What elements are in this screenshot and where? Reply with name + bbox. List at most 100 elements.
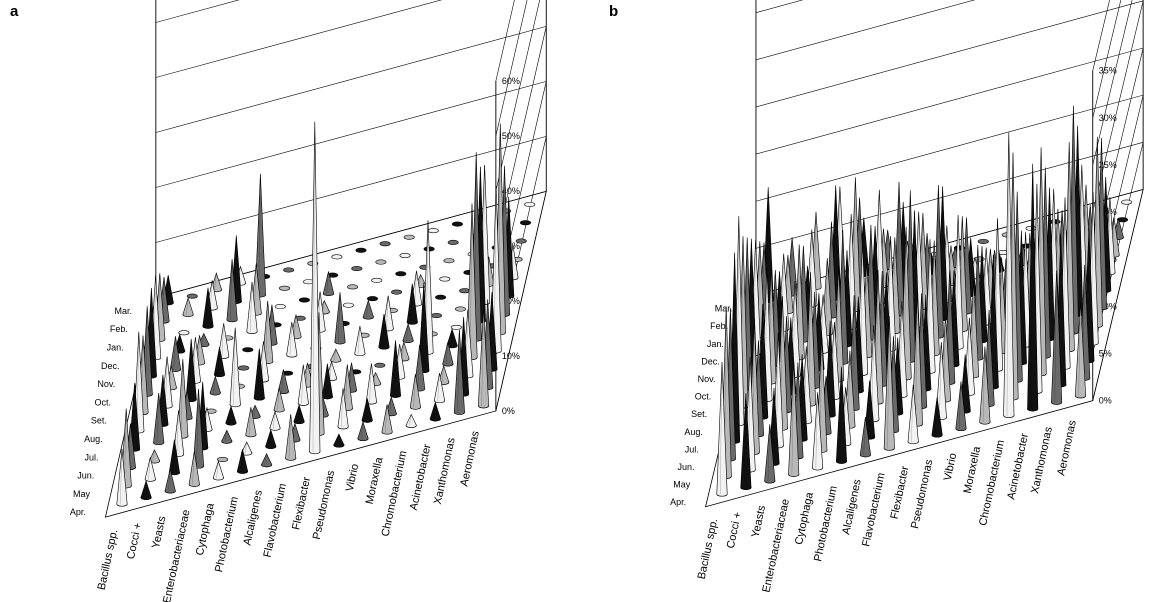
genus-label: Alcaligenes bbox=[241, 488, 265, 546]
cone-shade bbox=[871, 325, 874, 421]
cone-mark bbox=[342, 302, 354, 308]
cone-base bbox=[186, 293, 198, 299]
cone-mark bbox=[454, 306, 466, 312]
cone-shade bbox=[357, 326, 361, 355]
cone-body bbox=[246, 281, 258, 334]
cone-base bbox=[342, 302, 354, 308]
cone-shade bbox=[470, 203, 473, 358]
cone-base bbox=[355, 247, 367, 253]
cone-shade bbox=[828, 320, 831, 416]
genus-label: Aeromonas bbox=[458, 430, 482, 488]
cone-shade bbox=[915, 291, 918, 425]
cone-base bbox=[519, 220, 531, 226]
cone-shade bbox=[336, 434, 340, 446]
cone-body bbox=[835, 366, 848, 464]
cone-shade bbox=[253, 405, 256, 417]
gridline bbox=[155, 0, 540, 192]
cone-mark bbox=[366, 296, 378, 302]
cone-shade bbox=[273, 411, 276, 429]
cone-mark bbox=[977, 238, 989, 244]
cone-shade bbox=[257, 348, 260, 399]
cone-shade bbox=[221, 323, 224, 357]
cone-body bbox=[812, 392, 824, 471]
z-tick-label: 30% bbox=[1099, 113, 1117, 123]
cone-mark bbox=[217, 456, 229, 462]
cone-shade bbox=[382, 313, 385, 348]
cone-shade bbox=[437, 373, 440, 402]
z-tick-label: 20% bbox=[502, 296, 520, 306]
cone-shade bbox=[450, 329, 453, 347]
cone-shade bbox=[457, 329, 460, 413]
cone-base bbox=[1117, 217, 1129, 223]
cone-shade bbox=[365, 398, 368, 421]
genus-label: Yeasts bbox=[150, 515, 169, 550]
cone-body bbox=[354, 325, 366, 357]
cone-shade bbox=[288, 414, 291, 459]
cone-mark bbox=[389, 340, 402, 398]
cone-base bbox=[217, 456, 229, 462]
cone-mark bbox=[1051, 270, 1063, 405]
cone-mark bbox=[361, 398, 373, 423]
genus-label: Acinetobacter bbox=[408, 443, 434, 512]
cone-mark bbox=[955, 381, 967, 431]
genus-label: Yeasts bbox=[750, 504, 769, 539]
genus-label: Moraxella bbox=[962, 445, 984, 495]
cone-mark bbox=[381, 404, 393, 435]
cone-mark bbox=[429, 401, 441, 422]
cone-body bbox=[716, 361, 728, 497]
cone-base bbox=[403, 234, 415, 240]
month-labels: Apr. May Jun. Jul. Aug. Set. Oct. Nov. Dec. Jan. F… bbox=[70, 306, 132, 517]
z-tick-label: 10% bbox=[1099, 301, 1117, 311]
cone-body bbox=[334, 292, 346, 345]
cone-shade bbox=[210, 280, 213, 309]
month-label: Jan. bbox=[707, 339, 724, 349]
genus-label: Bacillus spp. bbox=[696, 517, 721, 580]
cone-shade bbox=[959, 381, 962, 430]
cone-shade bbox=[233, 327, 236, 406]
genus-label: Aeromonas bbox=[1055, 419, 1079, 477]
cone-mark bbox=[365, 363, 377, 405]
cone-mark bbox=[285, 414, 297, 461]
cone-shade bbox=[341, 388, 344, 428]
month-label: Aug. bbox=[684, 427, 703, 437]
cone-mark bbox=[835, 366, 848, 464]
panel-letter: a bbox=[10, 3, 19, 20]
cone-shade bbox=[863, 416, 866, 456]
cone-shade bbox=[201, 333, 204, 346]
cone-body bbox=[859, 416, 871, 458]
cone-body bbox=[361, 398, 373, 423]
cone-shade bbox=[196, 389, 199, 467]
month-label: Jan. bbox=[107, 342, 124, 352]
genus-label: Photobacterium bbox=[213, 496, 241, 574]
cone-base bbox=[443, 258, 455, 264]
cone-mark bbox=[337, 388, 349, 430]
cone-shade bbox=[248, 407, 252, 436]
cone-body bbox=[285, 414, 297, 461]
cone-body bbox=[389, 340, 402, 398]
cone-base bbox=[399, 253, 411, 259]
cone-base bbox=[331, 254, 343, 260]
cone-body bbox=[477, 306, 490, 409]
genus-label: Moraxella bbox=[364, 455, 386, 505]
cone-body bbox=[405, 413, 417, 428]
cone-mark bbox=[371, 277, 383, 283]
cone-mark bbox=[447, 239, 459, 245]
cone-shade bbox=[325, 363, 328, 398]
cone-mark bbox=[273, 387, 285, 413]
cone-base bbox=[515, 238, 527, 244]
cone-shade bbox=[867, 380, 870, 438]
genus-label: Pseudomonas bbox=[311, 469, 337, 541]
cone-shade bbox=[229, 406, 232, 424]
cone-mark bbox=[253, 348, 265, 401]
cone-shade bbox=[401, 342, 405, 360]
cone-mark bbox=[459, 288, 471, 294]
cone-body bbox=[378, 313, 390, 350]
cone-mark bbox=[1121, 199, 1133, 205]
z-tick-label: 10% bbox=[502, 351, 520, 361]
cone-mark bbox=[186, 293, 198, 299]
cone-shade bbox=[144, 480, 147, 498]
cone-mark bbox=[262, 300, 274, 364]
month-label: Mar. bbox=[715, 304, 733, 314]
cone-mark bbox=[402, 322, 414, 343]
